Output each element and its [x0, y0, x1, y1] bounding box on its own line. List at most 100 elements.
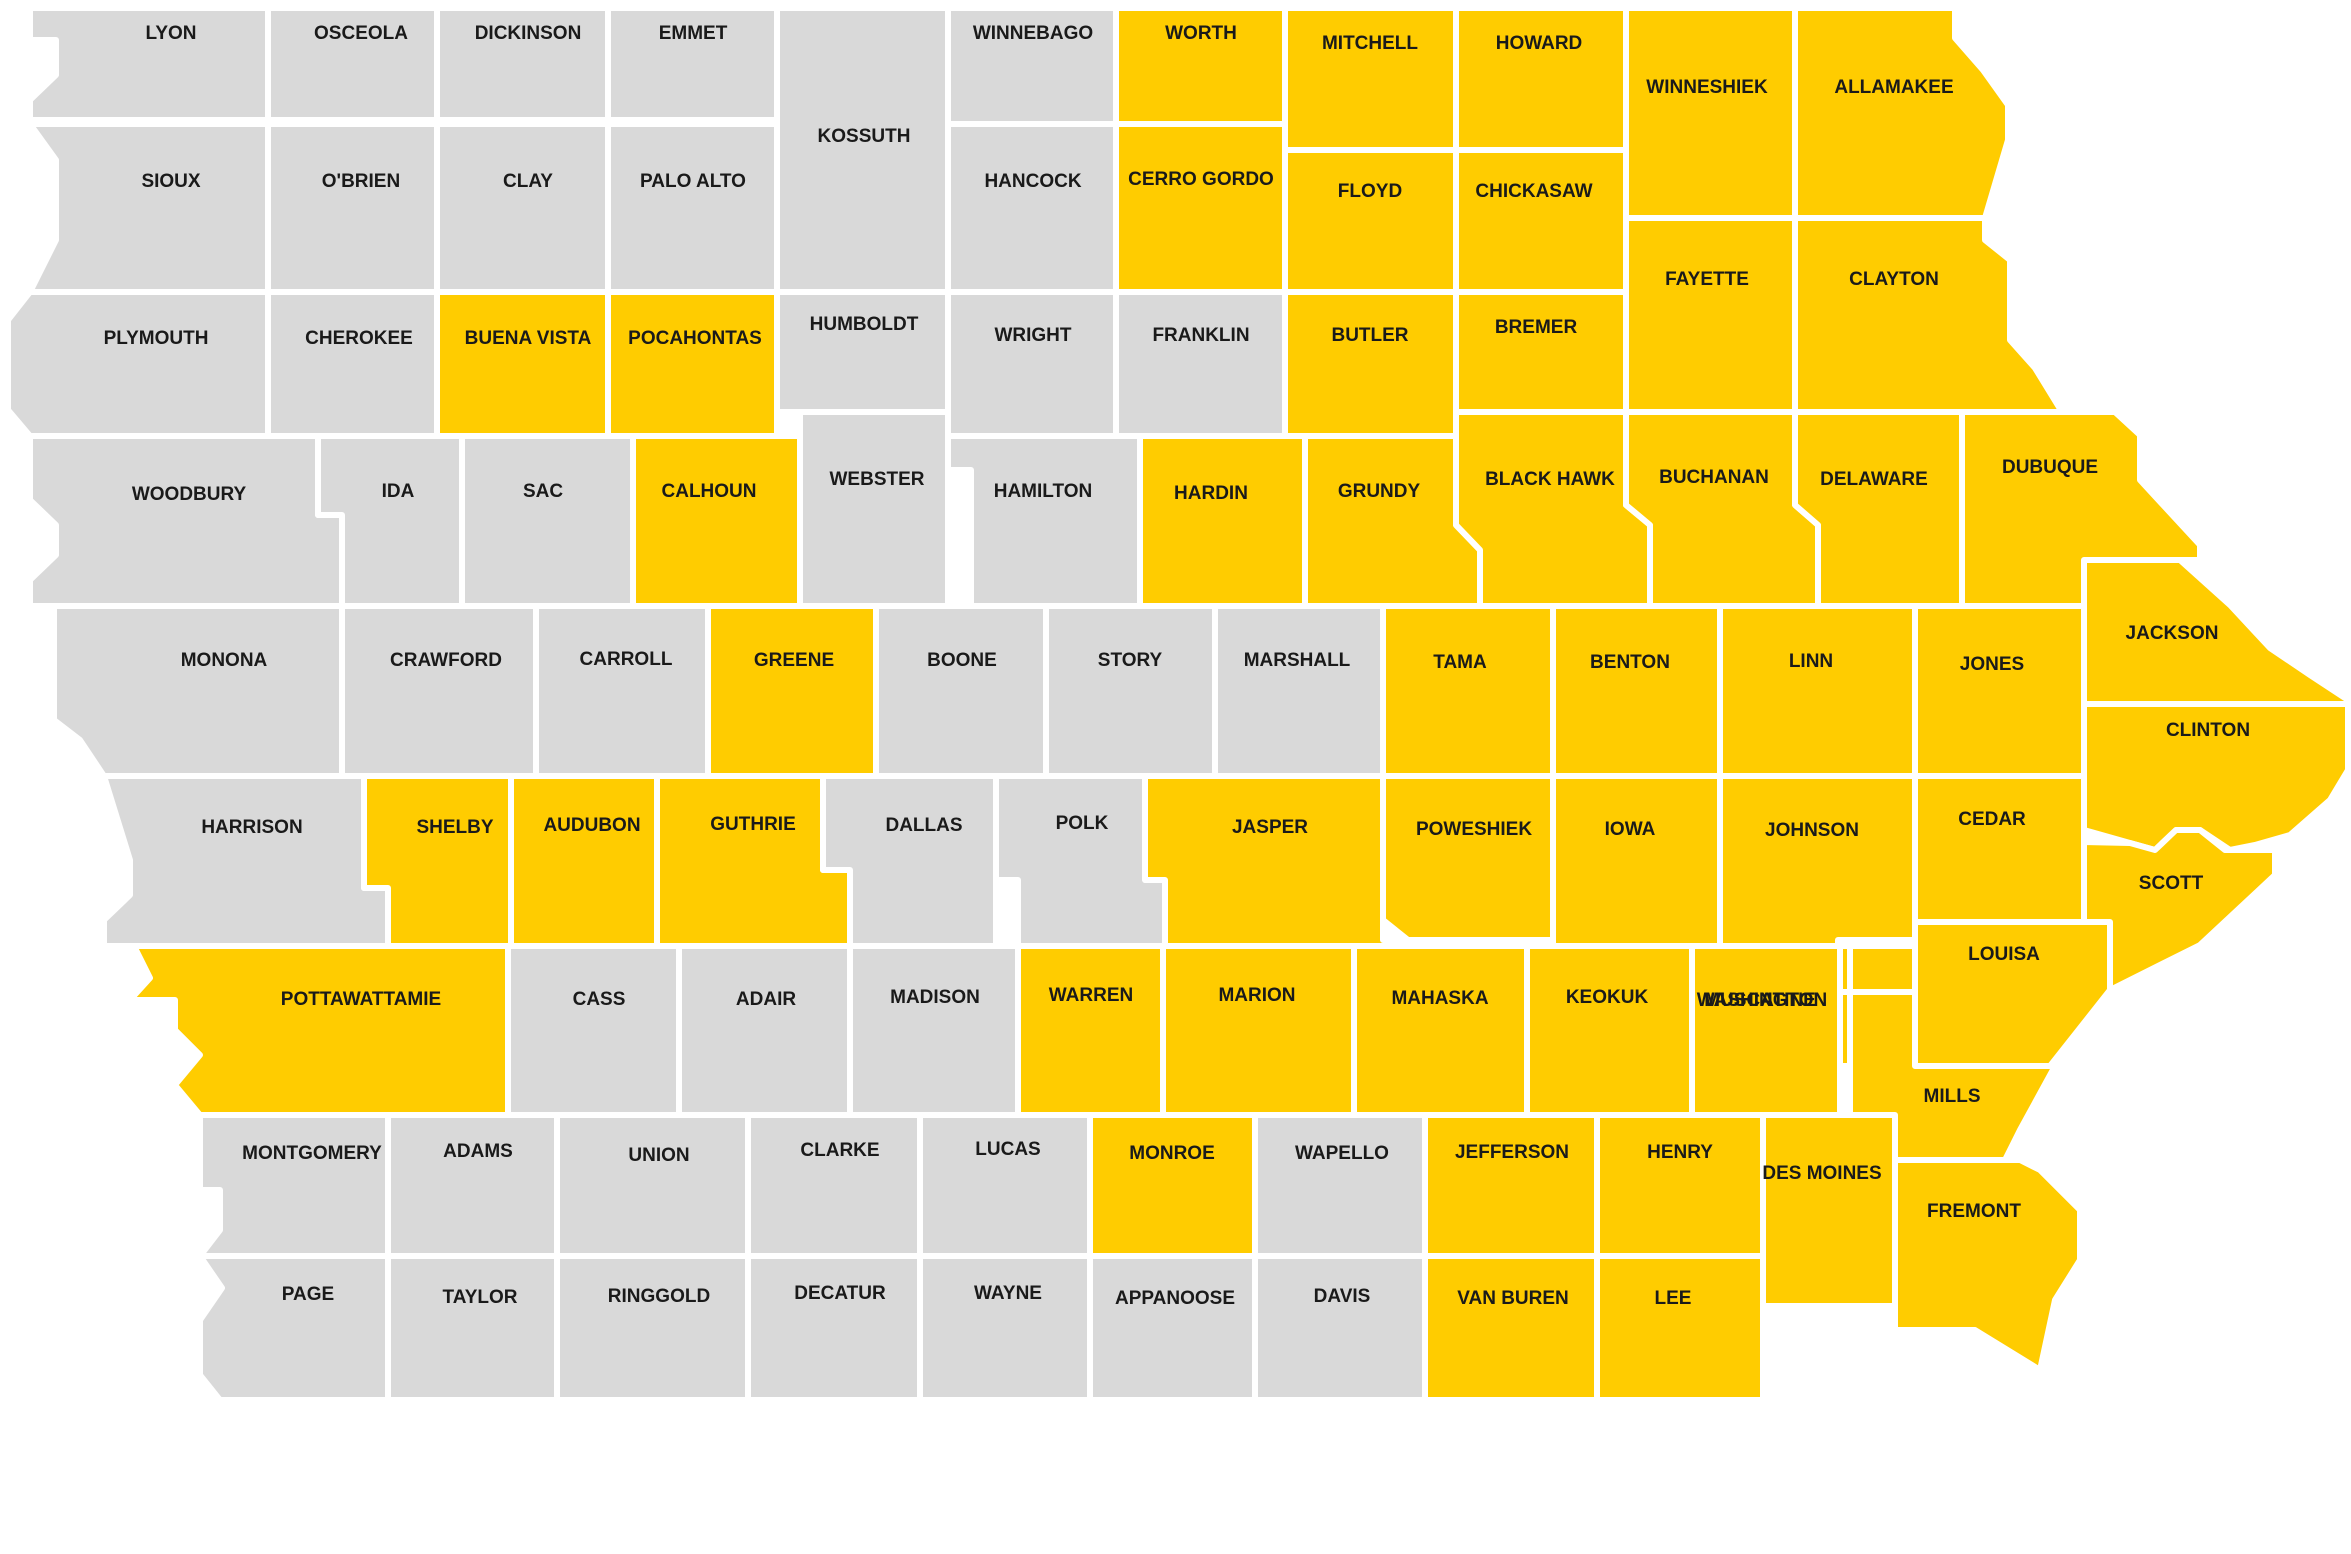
- county-story[interactable]: [1043, 603, 1218, 779]
- county-harrison[interactable]: [101, 773, 391, 949]
- county-greene[interactable]: [705, 603, 879, 779]
- county-cherokee[interactable]: [265, 289, 440, 439]
- county-wapello[interactable]: [1252, 1112, 1428, 1259]
- county-label-webster: WEBSTER: [830, 469, 925, 490]
- county-label-tama: TAMA: [1433, 652, 1487, 673]
- county-marion[interactable]: [1160, 943, 1357, 1118]
- county-pottawattamie[interactable]: [127, 943, 511, 1118]
- county-jasper[interactable]: [1142, 773, 1411, 949]
- county-hardin[interactable]: [1137, 433, 1308, 609]
- county-adair[interactable]: [676, 943, 853, 1118]
- county-label-ida: IDA: [382, 481, 415, 502]
- county-allamakee[interactable]: [1792, 5, 2011, 221]
- county-wright[interactable]: [945, 289, 1119, 439]
- county-winneshiek[interactable]: [1623, 5, 1798, 221]
- county-page[interactable]: [197, 1253, 391, 1403]
- county-mitchell[interactable]: [1282, 5, 1459, 153]
- county-davis[interactable]: [1252, 1253, 1428, 1403]
- county-floyd[interactable]: [1282, 147, 1459, 295]
- county-clayton[interactable]: [1792, 215, 2065, 415]
- county-audubon[interactable]: [508, 773, 660, 949]
- county-appanoose[interactable]: [1087, 1253, 1258, 1403]
- county-jones[interactable]: [1912, 603, 2087, 779]
- county-label-keokuk: KEOKUK: [1566, 987, 1649, 1008]
- county-des-moines[interactable]: [1760, 1112, 1898, 1309]
- county-marshall[interactable]: [1212, 603, 1386, 779]
- county-benton[interactable]: [1550, 603, 1723, 779]
- county-clarke[interactable]: [745, 1112, 923, 1259]
- county-buena-vista[interactable]: [434, 289, 611, 439]
- county-kossuth[interactable]: [774, 5, 951, 295]
- county-clay[interactable]: [434, 121, 611, 295]
- county-wayne[interactable]: [917, 1253, 1093, 1403]
- county-cedar[interactable]: [1912, 773, 2087, 925]
- county-poweshiek[interactable]: [1380, 773, 1556, 943]
- county-monroe[interactable]: [1087, 1112, 1258, 1259]
- county-label-greene: GREENE: [754, 650, 834, 671]
- county-sac[interactable]: [459, 433, 636, 609]
- county-boone[interactable]: [873, 603, 1049, 779]
- county-decatur[interactable]: [745, 1253, 923, 1403]
- county-palo-alto[interactable]: [605, 121, 780, 295]
- county-dallas[interactable]: [820, 773, 999, 949]
- county-webster[interactable]: [797, 409, 951, 609]
- county-black-hawk[interactable]: [1453, 409, 1653, 609]
- county-keokuk[interactable]: [1524, 943, 1695, 1118]
- county-humboldt[interactable]: [774, 289, 951, 415]
- county-plymouth[interactable]: [5, 289, 271, 439]
- county-howard[interactable]: [1453, 5, 1629, 153]
- county-shelby[interactable]: [361, 773, 514, 949]
- county-madison[interactable]: [847, 943, 1021, 1118]
- county-lucas[interactable]: [917, 1112, 1093, 1259]
- county-pocahontas[interactable]: [605, 289, 780, 439]
- county-hancock[interactable]: [945, 121, 1119, 295]
- county-woodbury[interactable]: [27, 433, 345, 609]
- county-label-o-brien: O'BRIEN: [322, 171, 400, 192]
- county-fayette[interactable]: [1623, 215, 1798, 415]
- county-label-jones: JONES: [1960, 654, 2024, 675]
- county-label-wapello: WAPELLO: [1295, 1143, 1389, 1164]
- county-adams[interactable]: [385, 1112, 560, 1259]
- county-label-humboldt: HUMBOLDT: [810, 314, 919, 335]
- county-polk[interactable]: [993, 773, 1168, 949]
- county-ida[interactable]: [315, 433, 465, 609]
- county-label-wayne: WAYNE: [974, 1283, 1042, 1304]
- county-union[interactable]: [554, 1112, 751, 1259]
- county-calhoun[interactable]: [630, 433, 803, 609]
- county-linn[interactable]: [1717, 603, 1918, 779]
- county-fremont[interactable]: [1892, 1157, 2083, 1373]
- county-label-worth: WORTH: [1165, 23, 1237, 44]
- county-hamilton[interactable]: [945, 433, 1143, 609]
- county-warren[interactable]: [1015, 943, 1166, 1118]
- county-butler[interactable]: [1282, 289, 1459, 439]
- county-cass[interactable]: [505, 943, 682, 1118]
- county-carroll[interactable]: [533, 603, 711, 779]
- county-label-cerro-gordo: CERRO GORDO: [1128, 169, 1274, 190]
- county-label-delaware: DELAWARE: [1820, 469, 1928, 490]
- county-o-brien[interactable]: [265, 121, 440, 295]
- county-delaware[interactable]: [1792, 409, 1965, 609]
- county-henry[interactable]: [1594, 1112, 1766, 1259]
- county-montgomery[interactable]: [197, 1112, 391, 1259]
- county-jefferson[interactable]: [1422, 1112, 1600, 1259]
- county-mahaska[interactable]: [1351, 943, 1530, 1118]
- county-tama[interactable]: [1380, 603, 1556, 779]
- county-crawford[interactable]: [339, 603, 539, 779]
- county-bremer[interactable]: [1453, 289, 1629, 415]
- county-chickasaw[interactable]: [1453, 147, 1629, 295]
- county-buchanan[interactable]: [1623, 409, 1821, 609]
- county-sioux[interactable]: [27, 121, 271, 295]
- county-van-buren[interactable]: [1422, 1253, 1600, 1403]
- county-ringgold[interactable]: [554, 1253, 751, 1403]
- county-washington[interactable]: [1689, 943, 1843, 1118]
- county-lee[interactable]: [1594, 1253, 1766, 1403]
- county-label-clay: CLAY: [503, 171, 553, 192]
- county-monona[interactable]: [51, 603, 345, 779]
- county-label-crawford: CRAWFORD: [390, 650, 502, 671]
- county-taylor[interactable]: [385, 1253, 560, 1403]
- county-label-boone: BOONE: [927, 650, 997, 671]
- county-cerro-gordo[interactable]: [1113, 121, 1288, 295]
- county-franklin[interactable]: [1113, 289, 1288, 439]
- county-label-clinton: CLINTON: [2166, 720, 2250, 741]
- county-iowa[interactable]: [1550, 773, 1723, 949]
